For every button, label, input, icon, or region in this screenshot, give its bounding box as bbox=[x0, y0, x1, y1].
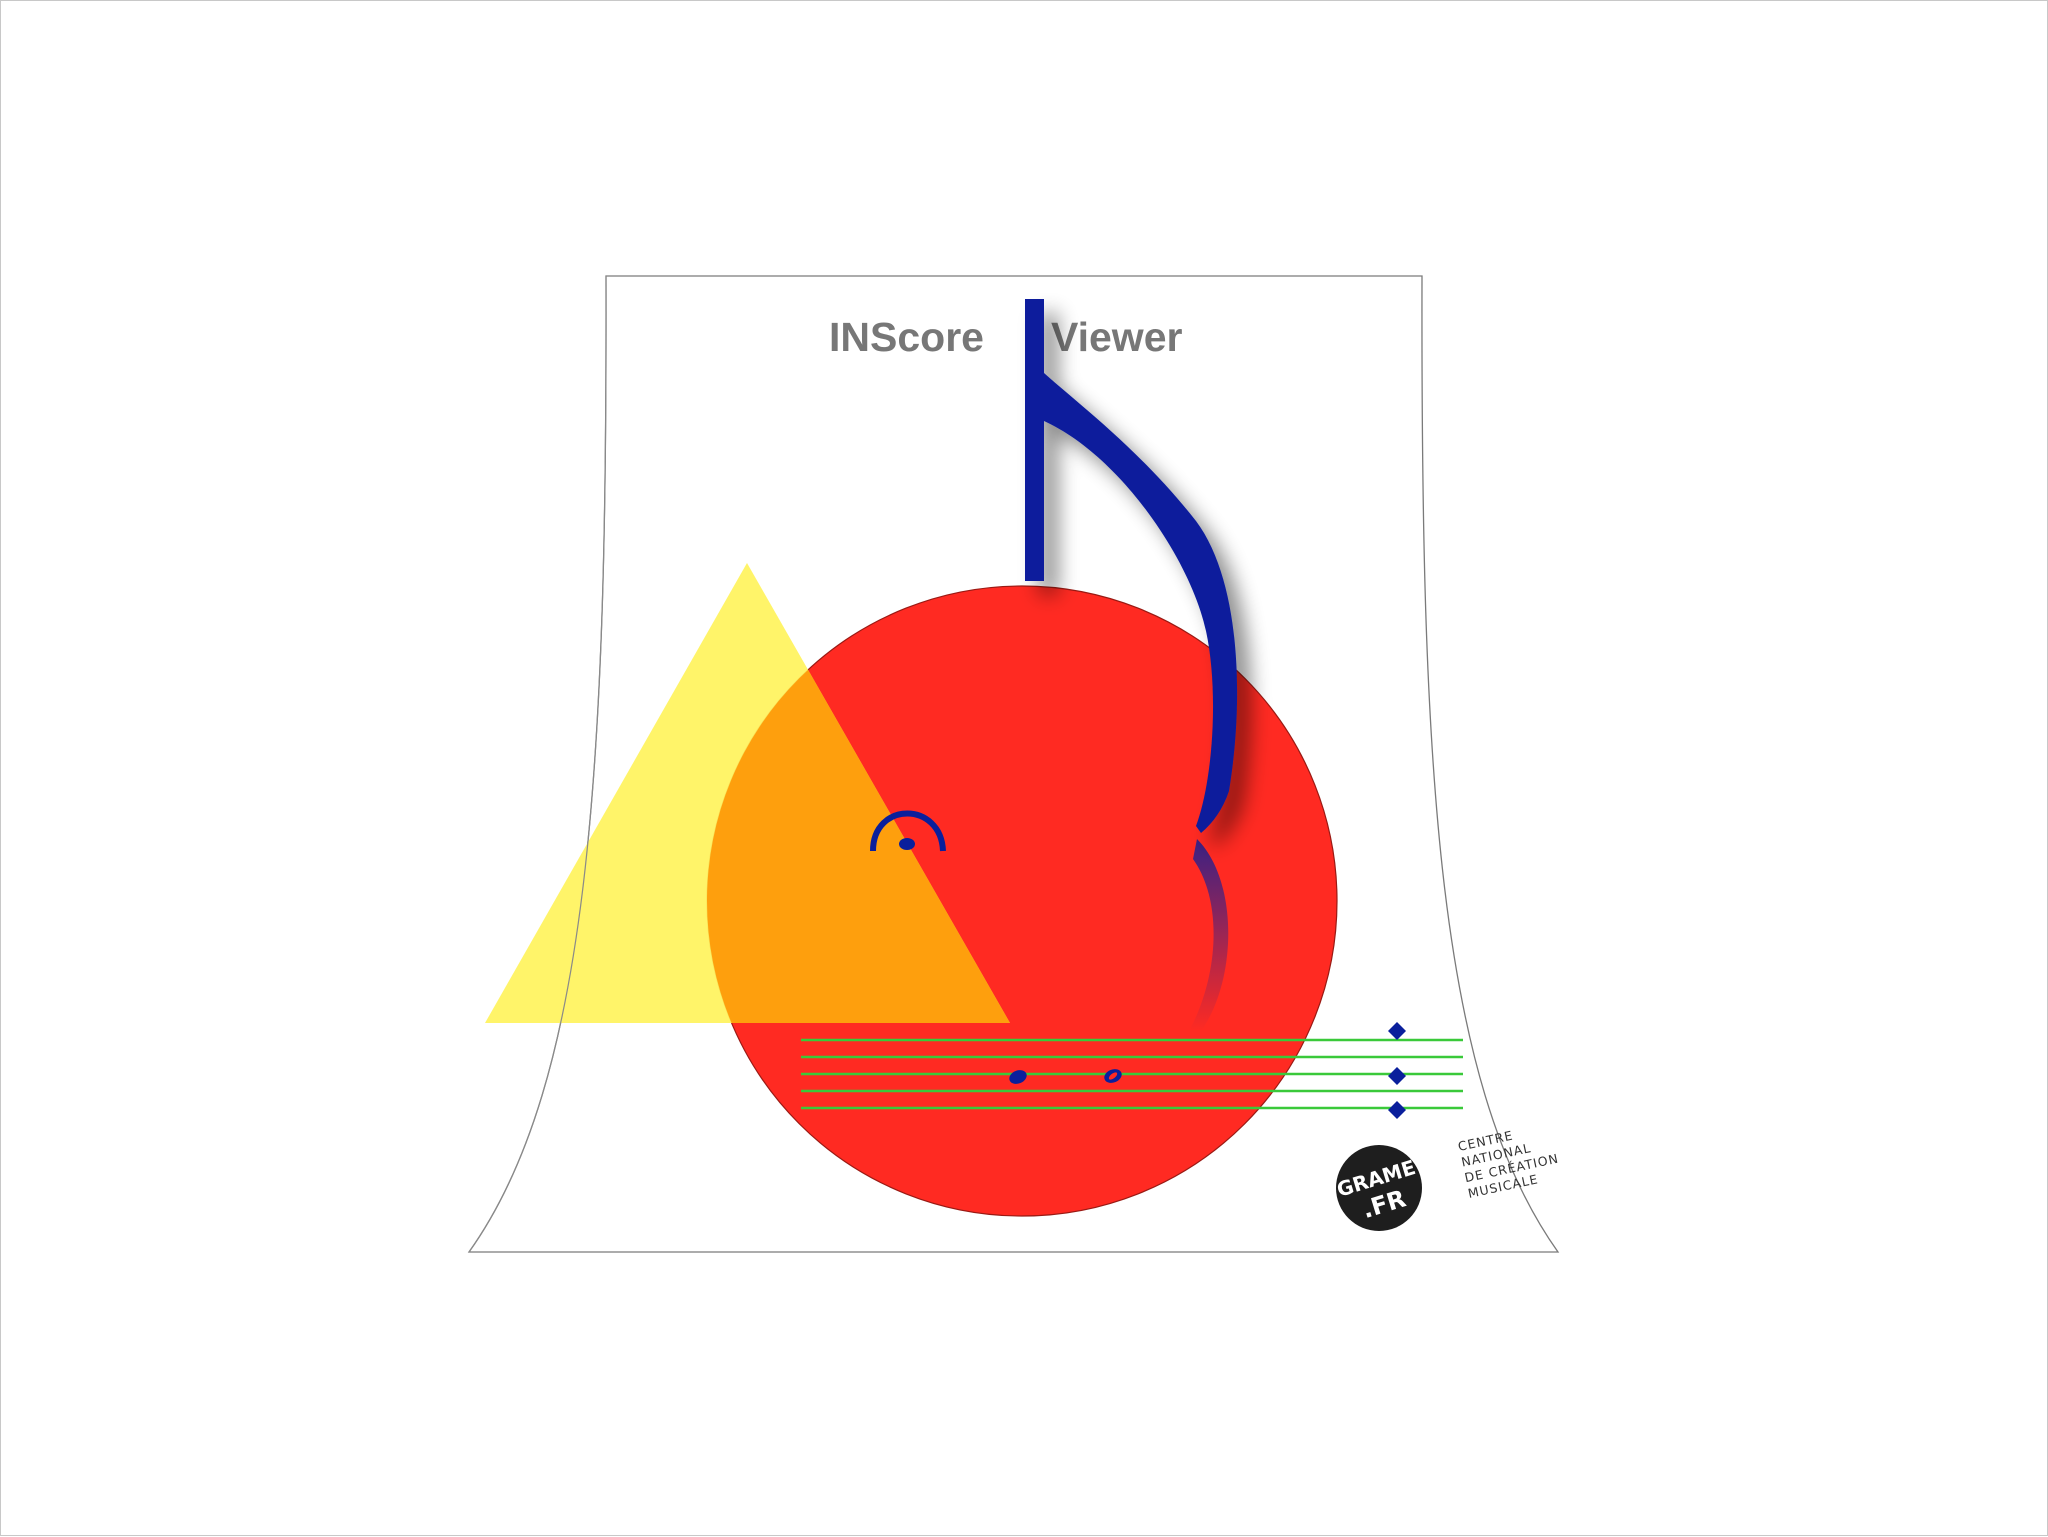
music-staff[interactable] bbox=[801, 1038, 1463, 1110]
fermata-icon[interactable] bbox=[870, 810, 946, 852]
score-page-edge-left bbox=[468, 275, 607, 1253]
quarter-note-head-icon[interactable] bbox=[1007, 1068, 1029, 1087]
grame-logo-badge bbox=[1336, 1145, 1422, 1231]
triangle-circle-overlap bbox=[707, 586, 1010, 1023]
diamond-marker-icon[interactable] bbox=[1388, 1022, 1406, 1119]
eighth-note-reflection bbox=[1189, 839, 1229, 1031]
page-title-viewer: Viewer bbox=[1051, 314, 1182, 360]
eighth-note-icon[interactable] bbox=[1025, 299, 1238, 833]
page-title-inscore: INScore bbox=[829, 314, 984, 360]
half-note-head-icon[interactable] bbox=[1102, 1067, 1124, 1086]
